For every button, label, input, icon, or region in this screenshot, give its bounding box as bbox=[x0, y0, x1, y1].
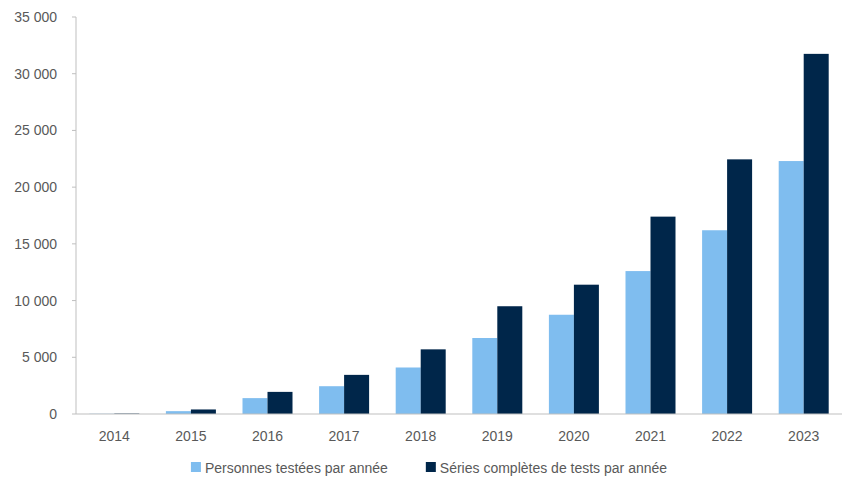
bar bbox=[319, 386, 344, 414]
bar bbox=[421, 349, 446, 414]
y-tick bbox=[72, 187, 76, 188]
x-tick-label: 2015 bbox=[175, 428, 206, 444]
x-tick-label: 2017 bbox=[329, 428, 360, 444]
legend-swatch bbox=[426, 462, 436, 472]
y-tick bbox=[72, 300, 76, 301]
y-axis bbox=[76, 17, 77, 414]
legend-label: Séries complètes de tests par année bbox=[440, 460, 667, 476]
legend-label: Personnes testées par année bbox=[205, 460, 388, 476]
y-tick-label: 30 000 bbox=[14, 66, 57, 82]
y-tick bbox=[72, 357, 76, 358]
x-tick-label: 2016 bbox=[252, 428, 283, 444]
bar bbox=[268, 392, 293, 414]
y-tick bbox=[72, 130, 76, 131]
y-tick-label: 15 000 bbox=[14, 236, 57, 252]
bar bbox=[626, 271, 651, 414]
bar bbox=[779, 161, 804, 414]
y-tick-label: 10 000 bbox=[14, 293, 57, 309]
bar bbox=[727, 159, 752, 414]
x-tick-label: 2021 bbox=[635, 428, 666, 444]
x-tick-label: 2018 bbox=[405, 428, 436, 444]
bar bbox=[472, 338, 497, 414]
x-tick-label: 2022 bbox=[712, 428, 743, 444]
y-tick-label: 0 bbox=[49, 406, 57, 422]
y-tick-label: 20 000 bbox=[14, 179, 57, 195]
x-tick-label: 2023 bbox=[788, 428, 819, 444]
y-tick-label: 25 000 bbox=[14, 122, 57, 138]
legend: Personnes testées par année Séries complè… bbox=[191, 460, 667, 476]
legend-swatch bbox=[191, 462, 201, 472]
y-tick bbox=[72, 414, 76, 415]
bar bbox=[549, 315, 574, 414]
x-tick-label: 2014 bbox=[99, 428, 130, 444]
y-tick-label: 5 000 bbox=[22, 349, 57, 365]
bar bbox=[574, 285, 599, 414]
y-tick bbox=[72, 17, 76, 18]
x-axis bbox=[76, 414, 842, 415]
x-tick-label: 2020 bbox=[558, 428, 589, 444]
y-tick bbox=[72, 243, 76, 244]
bar bbox=[651, 217, 676, 414]
chart: 0 5 000 10 000 15 000 20 000 25 000 30 000 35 0… bbox=[0, 0, 858, 492]
bar bbox=[804, 54, 829, 414]
bar bbox=[191, 409, 216, 414]
bar bbox=[396, 367, 421, 414]
bar bbox=[344, 375, 369, 414]
bar bbox=[243, 398, 268, 414]
y-tick-label: 35 000 bbox=[14, 9, 57, 25]
y-tick bbox=[72, 73, 76, 74]
bars bbox=[89, 54, 828, 414]
bar bbox=[497, 306, 522, 414]
x-tick-label: 2019 bbox=[482, 428, 513, 444]
bar bbox=[702, 230, 727, 414]
